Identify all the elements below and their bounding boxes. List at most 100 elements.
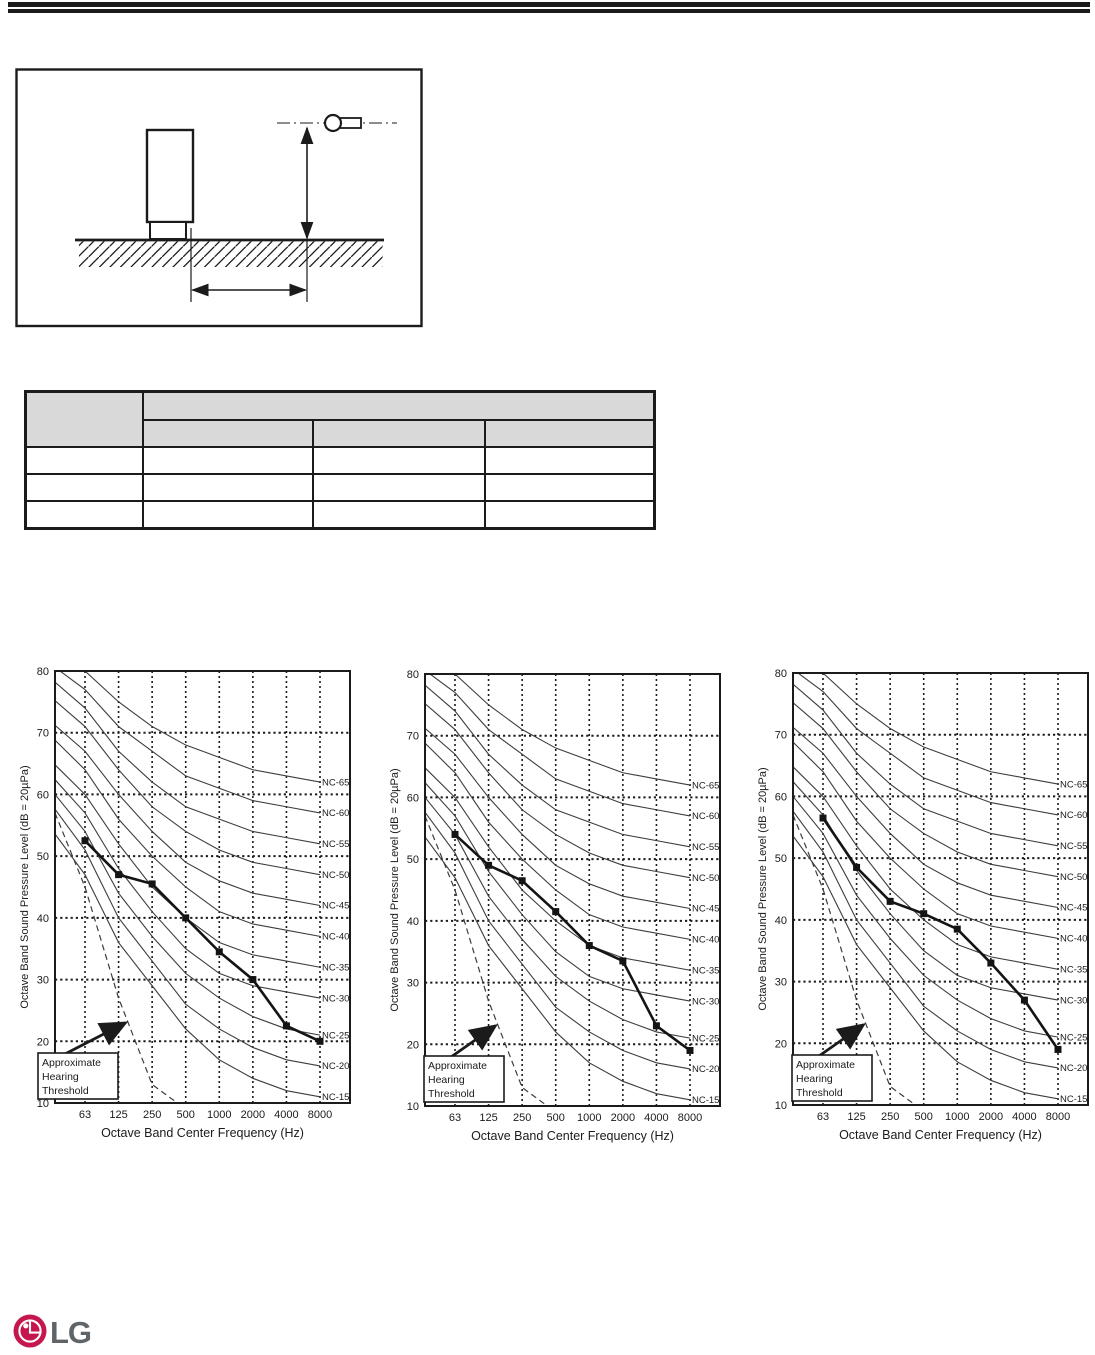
svg-text:2000: 2000 — [979, 1111, 1003, 1123]
y-axis-title: Octave Band Sound Pressure Level (dB = 2… — [757, 767, 769, 1010]
svg-text:80: 80 — [407, 669, 419, 681]
svg-text:NC-55: NC-55 — [692, 842, 719, 853]
svg-text:2000: 2000 — [611, 1112, 635, 1124]
svg-text:NC-50: NC-50 — [1060, 872, 1087, 883]
table-subheader-cell — [483, 419, 656, 448]
svg-text:NC-25: NC-25 — [692, 1033, 719, 1044]
svg-text:NC-45: NC-45 — [1060, 903, 1087, 914]
series-marker — [518, 877, 526, 885]
measured-series — [819, 814, 1062, 1053]
x-tick-labels: 63 125 250 500 1000 2000 4000 8000 — [79, 1109, 332, 1121]
svg-text:10: 10 — [37, 1098, 49, 1110]
top-rule-thin — [8, 9, 1090, 13]
table-subheader-cell — [141, 419, 314, 448]
series-marker — [485, 861, 493, 869]
nc-chart-left: NC-65 NC-60 NC-55 NC-50 NC-45 NC-40 NC-35 NC-30… — [19, 666, 351, 1140]
lg-symbol-ring — [18, 1319, 42, 1343]
series-marker — [853, 863, 861, 871]
annotation-arrow — [64, 1021, 129, 1056]
svg-text:20: 20 — [407, 1039, 419, 1051]
hearing-threshold-annotation: Approximate Hearing Threshold — [791, 1054, 873, 1102]
svg-text:8000: 8000 — [308, 1109, 332, 1121]
svg-text:1000: 1000 — [207, 1109, 231, 1121]
unit-base — [149, 221, 187, 240]
table-cell — [141, 500, 314, 530]
hearing-threshold-annotation: Approximate Hearing Threshold — [37, 1052, 119, 1100]
plot-border — [792, 672, 1089, 1106]
svg-text:NC-45: NC-45 — [692, 904, 719, 915]
hearing-threshold-curve — [55, 812, 179, 1103]
svg-text:8000: 8000 — [678, 1112, 702, 1124]
y-gridlines — [55, 731, 350, 1043]
table-cell — [311, 473, 486, 502]
series-marker — [451, 830, 459, 838]
nc-curves — [793, 673, 1059, 1100]
svg-text:NC-30: NC-30 — [322, 993, 349, 1004]
svg-text:NC-30: NC-30 — [1060, 995, 1087, 1006]
hatching-ground-section — [79, 241, 383, 267]
svg-text:125: 125 — [847, 1111, 865, 1123]
svg-text:NC-55: NC-55 — [1060, 841, 1087, 852]
y-axis-title: Octave Band Sound Pressure Level (dB = 2… — [19, 765, 31, 1008]
svg-text:1000: 1000 — [945, 1111, 969, 1123]
svg-text:60: 60 — [37, 789, 49, 801]
svg-text:70: 70 — [407, 731, 419, 743]
measured-series — [81, 837, 324, 1045]
svg-text:30: 30 — [407, 978, 419, 990]
svg-text:Approximate: Approximate — [42, 1057, 101, 1069]
y-gridlines — [425, 734, 720, 1046]
table-row — [24, 500, 656, 530]
measurement-setup-diagram — [15, 68, 423, 328]
x-tick-labels: 63 125 250 500 1000 2000 4000 8000 — [817, 1111, 1070, 1123]
table-cell — [24, 446, 144, 475]
svg-text:Threshold: Threshold — [42, 1085, 89, 1097]
svg-text:NC-45: NC-45 — [322, 901, 349, 912]
x-axis-title: Octave Band Center Frequency (Hz) — [839, 1128, 1042, 1142]
series-marker — [652, 1022, 660, 1030]
y-tick-labels: 10 20 30 40 50 60 70 80 — [407, 669, 419, 1113]
svg-text:4000: 4000 — [1012, 1111, 1036, 1123]
table-subheader-cell — [311, 419, 486, 448]
top-rule-thick — [8, 2, 1090, 7]
svg-text:NC-60: NC-60 — [1060, 810, 1087, 821]
series-marker — [215, 948, 223, 956]
hearing-threshold-annotation: Approximate Hearing Threshold — [423, 1055, 505, 1103]
nc-chart-right: NC-65 NC-60 NC-55 NC-50 NC-45 NC-40 NC-35 NC-30… — [757, 668, 1089, 1142]
table-cell — [483, 446, 656, 475]
table-cell — [24, 500, 144, 530]
svg-text:NC-30: NC-30 — [692, 996, 719, 1007]
annotation-arrow — [818, 1023, 866, 1058]
table-cell — [483, 473, 656, 502]
series-marker — [115, 871, 123, 879]
series-marker — [81, 837, 89, 845]
svg-text:250: 250 — [143, 1109, 161, 1121]
svg-text:NC-25: NC-25 — [1060, 1032, 1087, 1043]
svg-text:Hearing: Hearing — [42, 1071, 79, 1083]
svg-text:NC-40: NC-40 — [692, 935, 719, 946]
series-marker — [686, 1046, 694, 1054]
hearing-threshold-curve — [425, 815, 549, 1106]
svg-text:NC-15: NC-15 — [1060, 1094, 1087, 1105]
series-marker — [249, 976, 257, 984]
svg-text:NC-35: NC-35 — [692, 965, 719, 976]
unit-body — [145, 128, 195, 224]
nc-curve-labels: NC-65 NC-60 NC-55 NC-50 NC-45 NC-40 NC-35 NC-30… — [322, 777, 349, 1103]
svg-text:10: 10 — [407, 1101, 419, 1113]
series-marker — [619, 957, 627, 965]
svg-text:40: 40 — [407, 916, 419, 928]
svg-text:NC-40: NC-40 — [322, 932, 349, 943]
series-marker — [819, 814, 827, 822]
svg-text:NC-40: NC-40 — [1060, 934, 1087, 945]
y-tick-labels: 10 20 30 40 50 60 70 80 — [775, 668, 787, 1112]
svg-text:NC-55: NC-55 — [322, 839, 349, 850]
series-marker — [182, 914, 190, 922]
measured-series — [451, 830, 694, 1054]
y-gridlines — [793, 733, 1088, 1045]
nc-curve-labels: NC-65 NC-60 NC-55 NC-50 NC-45 NC-40 NC-35 NC-30… — [1060, 779, 1087, 1105]
svg-text:NC-65: NC-65 — [322, 777, 349, 788]
svg-text:4000: 4000 — [274, 1109, 298, 1121]
svg-text:40: 40 — [37, 913, 49, 925]
svg-text:63: 63 — [449, 1112, 461, 1124]
svg-text:10: 10 — [775, 1100, 787, 1112]
